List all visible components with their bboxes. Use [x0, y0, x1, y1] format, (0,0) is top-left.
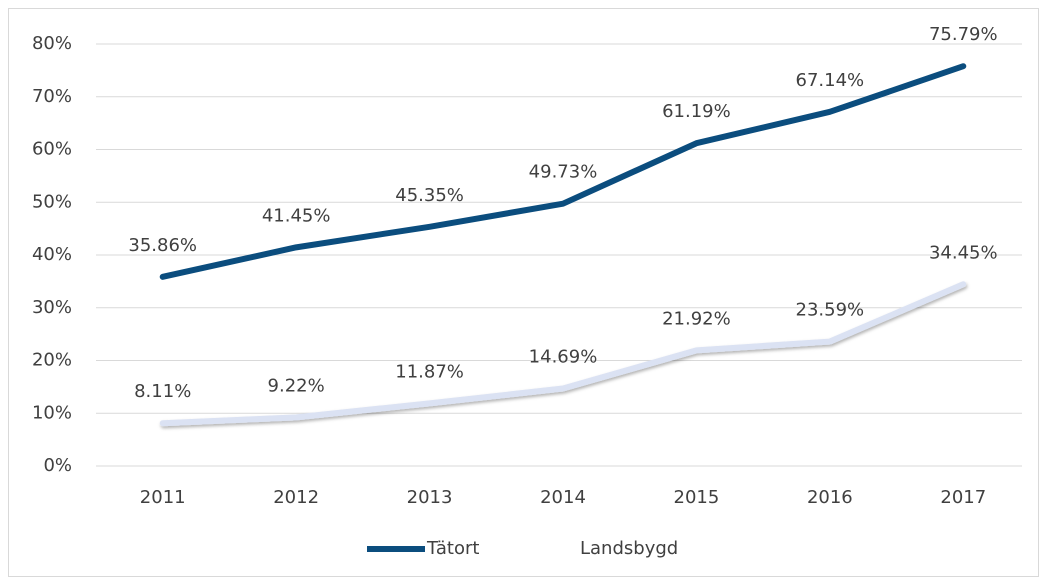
data-label: 34.45%: [929, 242, 998, 263]
data-label: 61.19%: [662, 101, 731, 122]
x-tick-label: 2013: [407, 487, 453, 508]
data-label: 14.69%: [529, 347, 598, 368]
line-series: [159, 63, 967, 280]
x-tick-label: 2012: [273, 487, 319, 508]
data-label: 75.79%: [929, 24, 998, 45]
data-label: 23.59%: [796, 300, 865, 321]
x-tick-label: 2017: [940, 487, 986, 508]
y-tick-label: 30%: [32, 297, 72, 318]
y-tick-label: 70%: [32, 86, 72, 107]
legend-label: Landsbygd: [580, 538, 678, 559]
chart-border: [8, 8, 1039, 577]
y-tick-label: 80%: [32, 33, 72, 54]
y-tick-label: 0%: [43, 455, 72, 476]
line-series: [159, 281, 967, 427]
x-tick-label: 2011: [140, 487, 186, 508]
data-label: 21.92%: [662, 308, 731, 329]
legend-label: Tätort: [426, 538, 479, 559]
data-label: 9.22%: [268, 375, 325, 396]
data-label: 8.11%: [134, 381, 191, 402]
data-label: 67.14%: [796, 70, 865, 91]
data-label: 45.35%: [395, 185, 464, 206]
data-label: 41.45%: [262, 205, 331, 226]
data-label: 49.73%: [529, 162, 598, 183]
y-tick-label: 10%: [32, 402, 72, 423]
x-tick-label: 2014: [540, 487, 586, 508]
x-tick-label: 2016: [807, 487, 853, 508]
y-tick-label: 50%: [32, 191, 72, 212]
y-tick-label: 60%: [32, 139, 72, 160]
x-tick-label: 2015: [674, 487, 720, 508]
y-tick-label: 40%: [32, 244, 72, 265]
y-tick-label: 20%: [32, 350, 72, 371]
data-label: 35.86%: [128, 235, 197, 256]
data-label: 11.87%: [395, 361, 464, 382]
